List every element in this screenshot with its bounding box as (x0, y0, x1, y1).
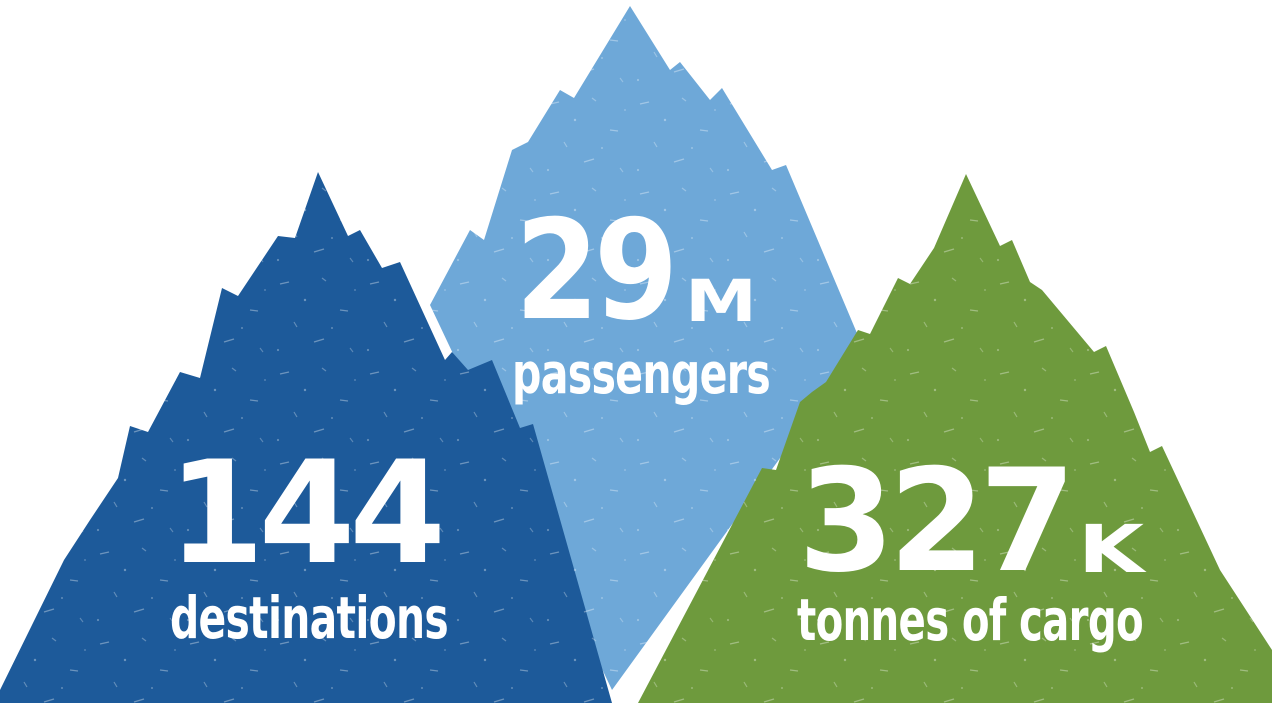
passengers-number: 29 (515, 190, 673, 351)
destinations-mountain (0, 172, 612, 703)
cargo-label: tonnes of cargo (797, 586, 1143, 654)
navy-mountain-texture (0, 172, 612, 703)
cargo-mountain (638, 174, 1272, 703)
cargo-unit: K (1078, 511, 1148, 588)
passengers-stat: 29 M passengers (512, 190, 771, 407)
cargo-number: 327 (798, 439, 1070, 604)
green-mountain-texture (638, 174, 1272, 703)
passengers-unit: M (685, 267, 757, 335)
passengers-label: passengers (512, 342, 770, 407)
destinations-stat: 144 destinations (168, 431, 449, 652)
destinations-number: 144 (168, 431, 440, 596)
destinations-label: destinations (170, 584, 448, 652)
cargo-stat: 327 K tonnes of cargo (797, 439, 1148, 654)
